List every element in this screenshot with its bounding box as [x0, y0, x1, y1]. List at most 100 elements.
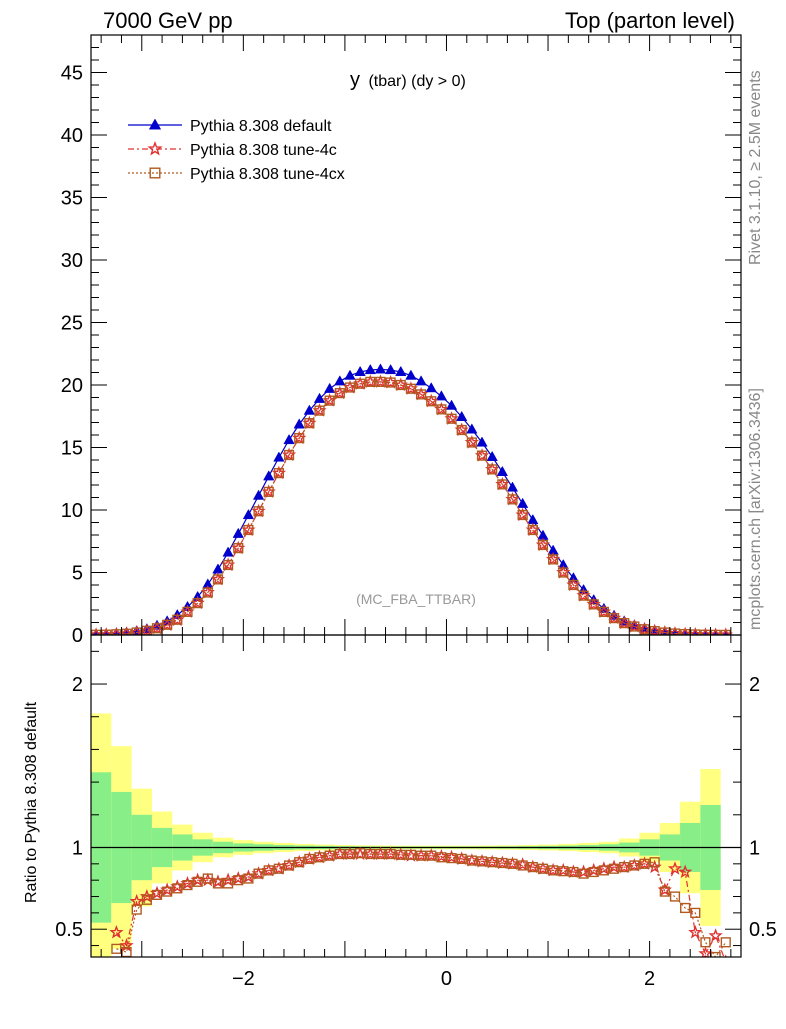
main-ytick-label: 40	[61, 125, 83, 147]
main-point-triangle	[293, 418, 305, 429]
main-point-square	[405, 383, 417, 394]
ratio-point-square	[131, 904, 142, 915]
ratio-point-square	[720, 937, 731, 948]
ratio-point-star	[688, 924, 703, 939]
main-point-square	[344, 382, 356, 393]
main-point-triangle	[354, 365, 366, 376]
main-point-square	[578, 590, 589, 601]
ratio-point-square	[426, 850, 437, 861]
ratio-point-square	[263, 865, 274, 876]
xtick-label: 0	[441, 968, 452, 990]
main-point-square	[263, 486, 274, 497]
main-point-square	[283, 449, 295, 461]
ratio-point-square	[466, 855, 477, 866]
ratio-point-square	[111, 943, 122, 954]
main-ytick-label: 35	[61, 188, 83, 210]
main-point-triangle	[344, 369, 356, 380]
main-point-triangle	[435, 390, 448, 401]
main-point-triangle	[273, 451, 285, 462]
ratio-point-square	[294, 857, 305, 868]
ratio-bands	[91, 713, 741, 957]
ratio-point-square	[202, 873, 213, 884]
main-point-triangle	[334, 375, 346, 386]
main-point-square	[131, 627, 142, 635]
ratio-point-square	[233, 875, 244, 886]
legend-marker-star	[147, 141, 163, 156]
main-point-square	[659, 627, 670, 635]
main-point-square	[395, 379, 406, 391]
ratio-point-square	[334, 848, 345, 860]
rivet-label: Rivet 3.1.10, ≥ 2.5M events	[747, 70, 764, 265]
main-point-square	[568, 579, 579, 591]
main-point-triangle	[303, 404, 316, 415]
main-point-square	[334, 388, 345, 399]
xtick-label: −2	[232, 968, 255, 990]
main-point-square	[619, 618, 630, 629]
ratio-point-star	[109, 924, 124, 939]
ratio-point-square	[192, 876, 203, 887]
main-point-square	[537, 539, 549, 551]
main-point-square	[548, 554, 559, 565]
ratio-point-square	[497, 857, 508, 869]
main-point-square	[436, 404, 447, 415]
ratio-point-square	[690, 907, 701, 918]
main-ytick-label: 15	[61, 438, 83, 460]
ratio-ylabel: Ratio to Pythia 8.308 default	[23, 701, 40, 903]
main-point-square	[487, 464, 498, 475]
ratio-point-square	[395, 849, 406, 860]
main-point-square	[141, 625, 152, 635]
ratio-point-star	[724, 954, 727, 957]
header-right-label: Top (parton level)	[565, 8, 735, 33]
main-point-square	[517, 509, 528, 521]
main-point-square	[151, 623, 163, 634]
main-point-triangle	[445, 399, 458, 410]
main-chart-title: y (tbar) (dy > 0)	[350, 69, 466, 91]
analysis-annotation: (MC_FBA_TTBAR)	[356, 591, 476, 607]
main-point-triangle	[567, 572, 580, 583]
ratio-point-square	[537, 863, 549, 874]
main-point-triangle	[232, 527, 244, 538]
main-point-square	[446, 413, 457, 424]
main-point-square	[304, 418, 315, 429]
ratio-point-square	[324, 850, 335, 861]
main-ytick-label: 30	[61, 250, 83, 272]
main-ytick-label: 25	[61, 313, 83, 335]
xtick-label: 2	[644, 968, 655, 990]
ratio-point-star	[667, 861, 683, 875]
ratio-point-square	[568, 866, 579, 878]
ratio-point-square	[375, 848, 386, 860]
main-point-square	[182, 606, 193, 617]
legend-marker-triangle	[148, 118, 162, 130]
ratio-point-star	[129, 893, 144, 908]
ratio-series-line-1	[116, 852, 727, 957]
main-point-square	[121, 628, 132, 635]
main-point-triangle	[313, 392, 326, 403]
main-point-triangle	[456, 410, 468, 421]
main-point-square	[588, 599, 599, 610]
ratio-point-square	[507, 858, 518, 869]
ratio-point-square	[487, 857, 498, 868]
legend-label-0: Pythia 8.308 default	[190, 118, 332, 135]
main-point-square	[375, 376, 386, 387]
ratio-point-square	[314, 852, 325, 863]
ratio-point-square	[223, 878, 234, 889]
main-point-triangle	[496, 465, 508, 476]
ratio-point-square	[172, 883, 183, 894]
main-point-triangle	[324, 382, 336, 393]
main-point-square	[497, 479, 508, 490]
main-point-square	[355, 378, 366, 389]
ratio-ytick-label: 1	[72, 837, 83, 859]
ratio-point-square	[283, 860, 295, 871]
main-point-triangle	[425, 382, 437, 393]
ratio-point-square	[548, 865, 559, 876]
ratio-point-star	[708, 928, 723, 942]
ratio-series-layer	[109, 846, 731, 957]
ratio-point-square	[405, 849, 417, 860]
main-point-square	[466, 437, 477, 448]
main-point-square	[629, 621, 640, 632]
ratio-point-square	[243, 873, 254, 884]
ratio-point-square	[588, 866, 599, 878]
ratio-series-line-0	[115, 853, 725, 957]
main-series-layer	[91, 363, 733, 635]
ratio-point-square	[639, 858, 650, 869]
